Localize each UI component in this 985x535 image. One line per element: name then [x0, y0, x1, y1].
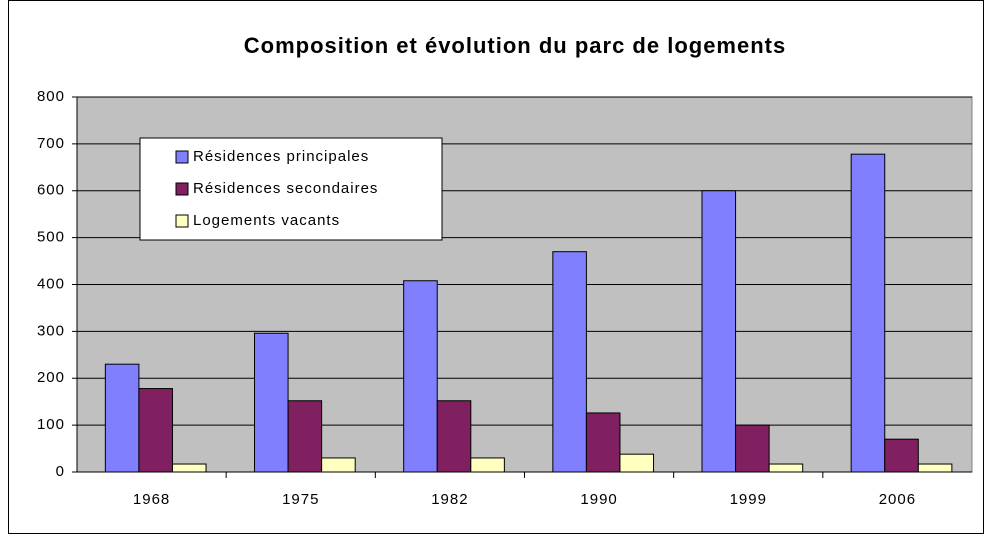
x-tick-label: 1982 — [431, 491, 468, 508]
y-tick-label: 700 — [37, 135, 65, 152]
x-tick-label: 1975 — [282, 491, 319, 508]
y-tick-label: 600 — [37, 182, 65, 199]
y-tick-label: 200 — [37, 369, 65, 386]
bar — [917, 463, 953, 473]
bar — [619, 453, 655, 473]
x-tick-label: 1999 — [730, 491, 767, 508]
legend-label: Logements vacants — [193, 212, 340, 229]
bar — [850, 153, 886, 473]
bar — [735, 424, 770, 473]
y-tick-label: 500 — [37, 229, 65, 246]
bar — [403, 280, 438, 473]
bar — [436, 400, 472, 473]
legend-swatch — [175, 214, 189, 228]
y-tick-label: 100 — [37, 416, 65, 433]
bar — [287, 400, 323, 473]
bar — [171, 463, 207, 473]
chart-title: Composition et évolution du parc de loge… — [244, 33, 786, 58]
legend-box — [139, 137, 443, 241]
bar — [768, 463, 804, 473]
x-tick-label: 2006 — [879, 491, 916, 508]
bar — [321, 457, 356, 473]
bar — [701, 190, 737, 473]
bar — [552, 251, 587, 473]
y-tick-label: 400 — [37, 275, 65, 292]
x-tick-label: 1990 — [580, 491, 617, 508]
y-tick-label: 300 — [37, 322, 65, 339]
legend-label: Résidences principales — [193, 148, 369, 165]
legend-swatch — [175, 182, 189, 196]
bar — [884, 438, 919, 473]
bar — [254, 332, 289, 473]
legend-swatch — [175, 150, 189, 164]
bar — [104, 363, 140, 473]
legend-label: Résidences secondaires — [193, 180, 378, 197]
bar — [585, 412, 621, 473]
y-tick-label: 800 — [37, 88, 65, 105]
x-tick-label: 1968 — [133, 491, 170, 508]
bar — [470, 457, 505, 473]
y-tick-label: 0 — [56, 463, 65, 480]
bar — [138, 388, 173, 473]
